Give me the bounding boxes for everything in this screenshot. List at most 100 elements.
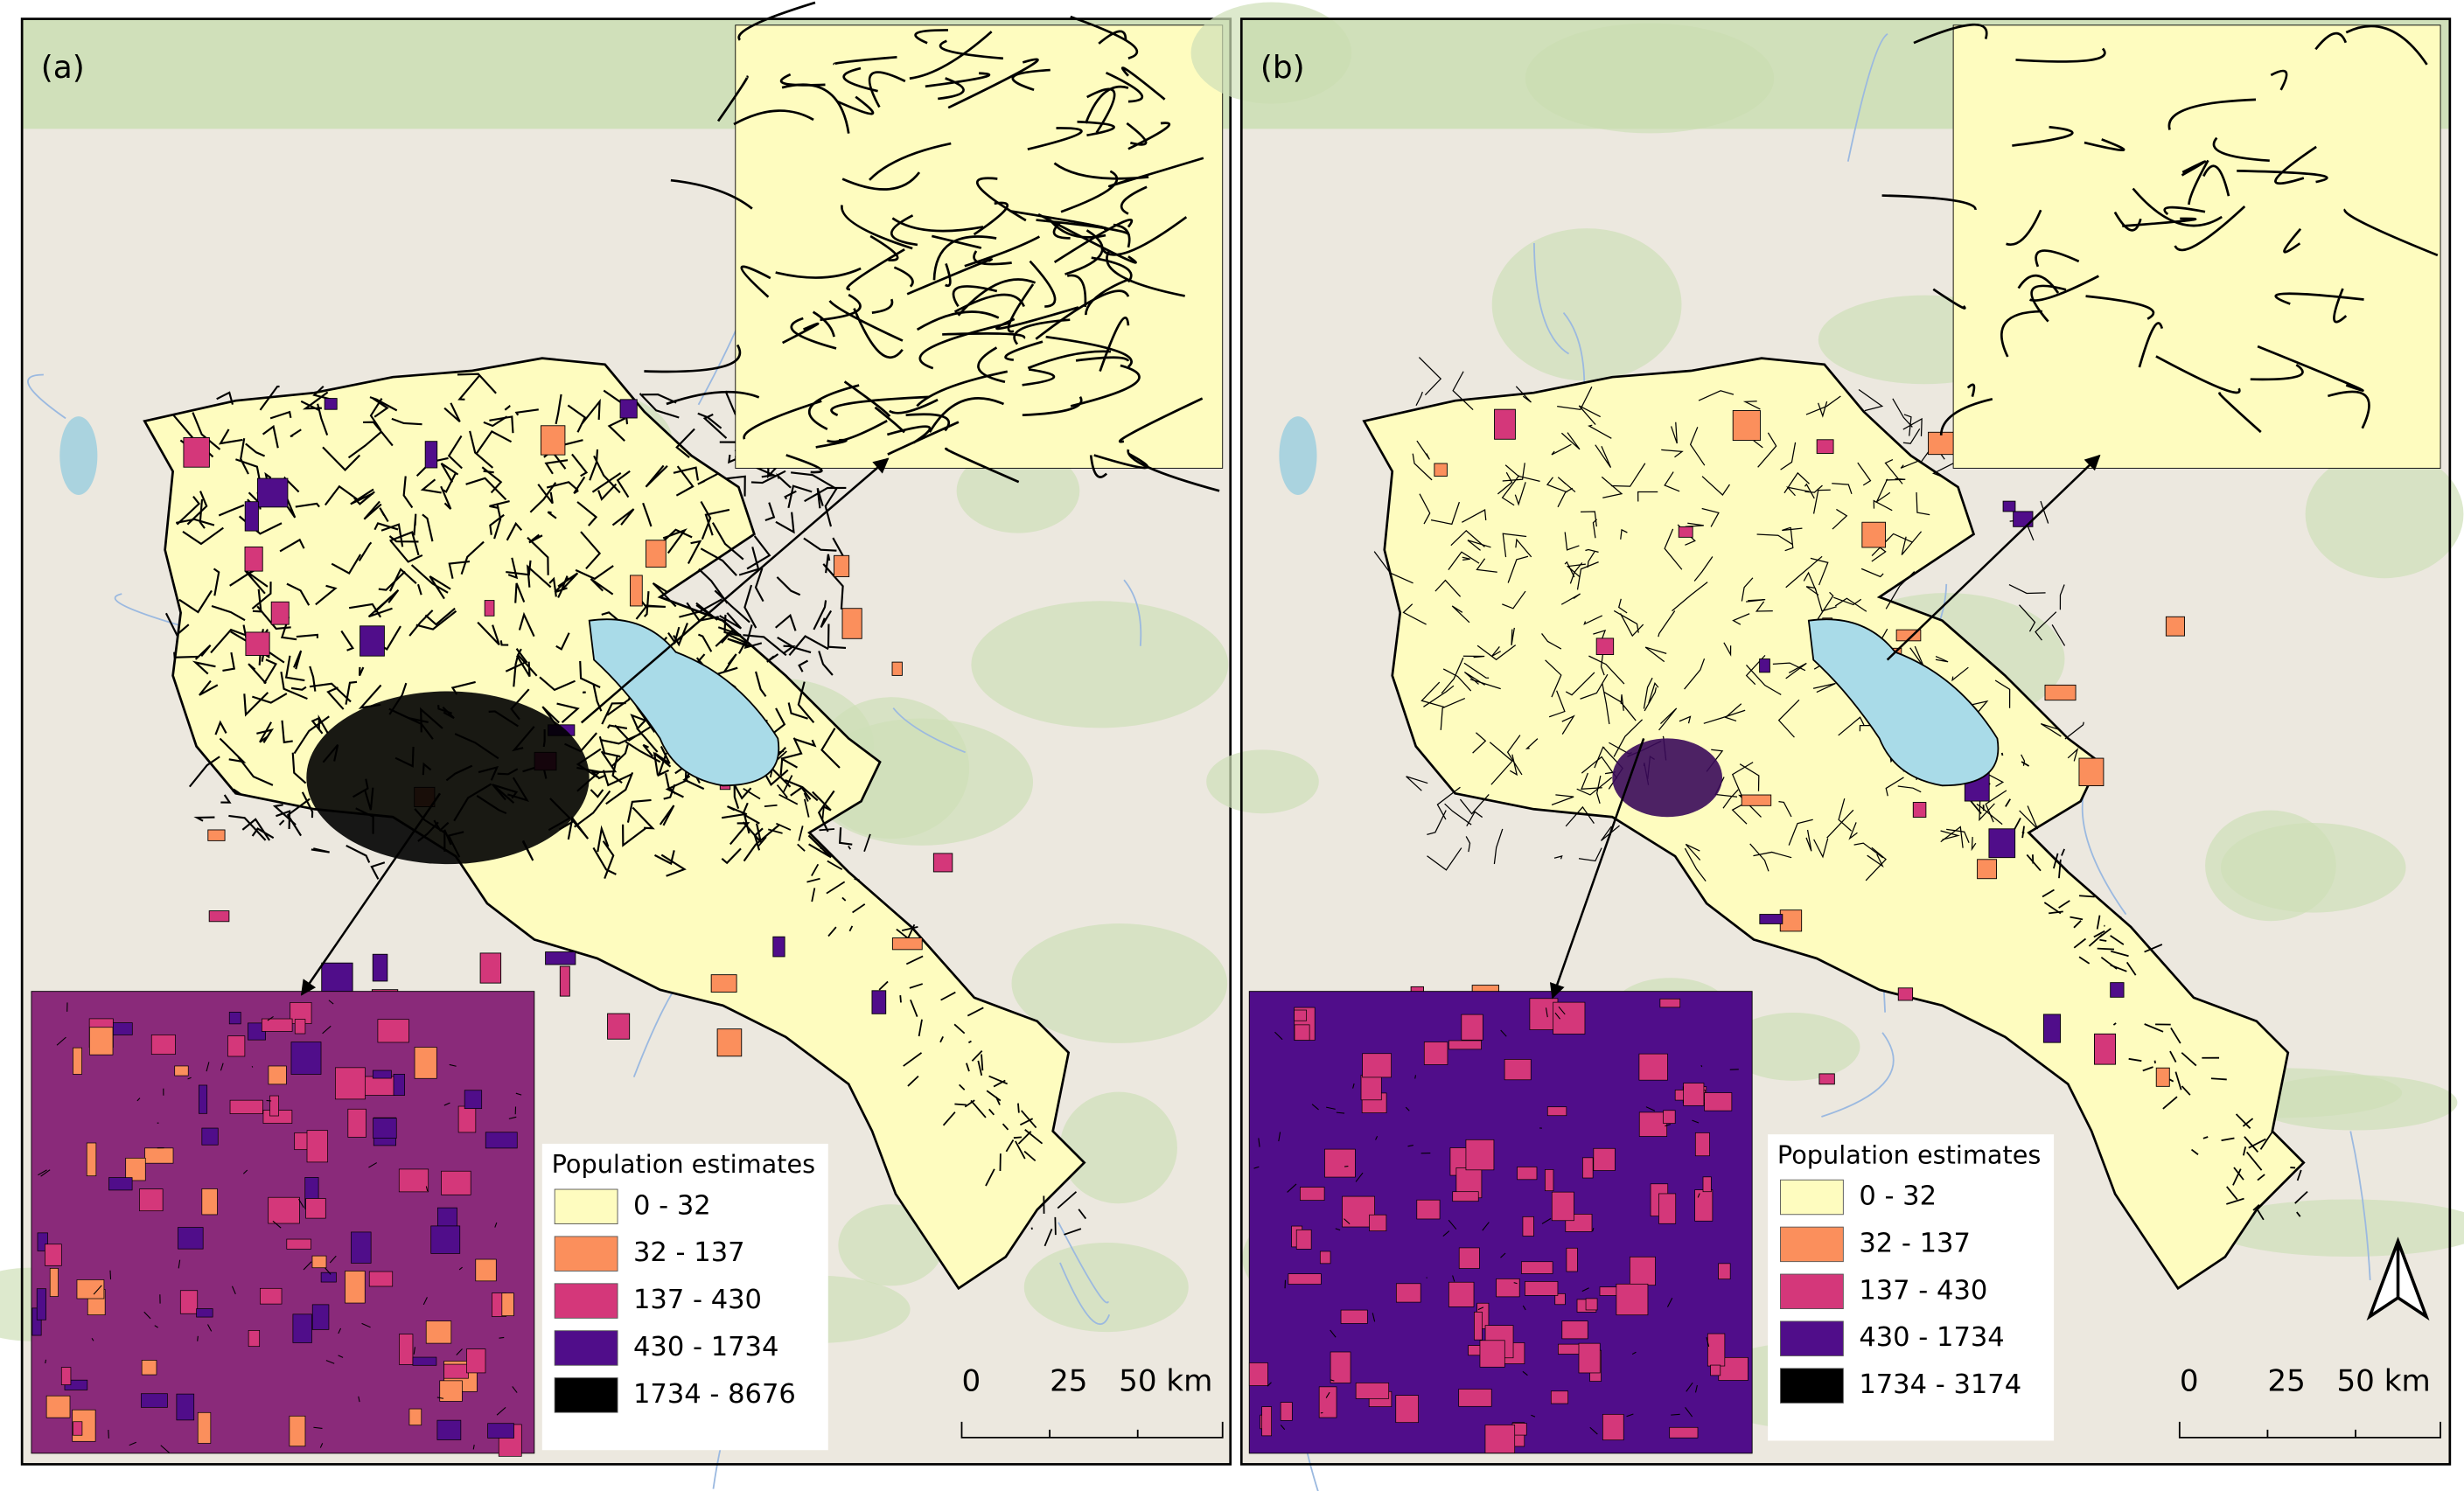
boundary: [1885, 571, 1916, 610]
region: [256, 477, 289, 508]
boundary: [527, 536, 549, 575]
boundary: [754, 568, 764, 603]
inset-line: [1085, 85, 1129, 124]
scale-label: 25: [2267, 1364, 2305, 1399]
inset-line: [1086, 87, 1116, 134]
boundary: [1430, 501, 1460, 526]
inset-line: [1666, 1298, 1673, 1307]
boundary: [641, 394, 677, 404]
boundary: [1466, 811, 1483, 827]
boundary: [841, 896, 847, 902]
inset-cell: [306, 1130, 328, 1163]
boundary: [1871, 533, 1913, 556]
inset-cell: [1360, 1075, 1382, 1101]
boundary: [1643, 677, 1653, 709]
inset-line: [947, 58, 1039, 109]
boundary: [219, 737, 247, 763]
inset-cell: [1395, 1283, 1421, 1303]
inset-line: [1011, 68, 1051, 92]
boundary: [776, 784, 788, 798]
boundary: [1698, 390, 1735, 401]
boundary: [2226, 1197, 2244, 1205]
inset-line: [2015, 47, 2106, 63]
inset-cell: [1294, 1024, 1310, 1041]
inset-line: [932, 235, 997, 281]
boundary: [632, 806, 655, 830]
boundary: [784, 490, 797, 500]
boundary: [263, 658, 277, 685]
inset-line: [1500, 1029, 1507, 1037]
boundary: [1757, 432, 1777, 468]
inset-line: [1686, 1382, 1693, 1392]
region: [710, 974, 737, 993]
boundary: [557, 575, 569, 598]
inset-line: [945, 447, 1020, 484]
region: [359, 625, 385, 657]
boundary: [2058, 859, 2062, 879]
inset-line: [2274, 145, 2317, 185]
boundary: [1017, 1103, 1020, 1113]
boundary: [714, 589, 750, 624]
region: [1988, 828, 2016, 859]
inset-cell: [73, 1421, 83, 1436]
boundary: [653, 850, 675, 866]
river: [27, 373, 66, 420]
boundary: [820, 610, 833, 628]
inset-cell: [294, 1019, 306, 1035]
river: [2349, 1131, 2371, 1280]
inset-line: [1522, 1305, 1526, 1311]
inset-cell: [393, 1074, 405, 1096]
boundary: [702, 413, 728, 439]
inset-cell: [425, 1320, 452, 1344]
boundary: [2248, 1138, 2266, 1149]
boundary: [778, 793, 799, 805]
inset-line: [1035, 289, 1130, 340]
inset-cell: [174, 1065, 189, 1076]
inset-cell: [1423, 1042, 1448, 1065]
boundary: [429, 575, 451, 600]
inset-line: [1108, 157, 1204, 188]
inset-line: [449, 1063, 457, 1067]
inset-line: [1075, 356, 1130, 362]
boundary: [721, 847, 742, 865]
inset-cell: [1416, 1199, 1441, 1220]
boundary: [2049, 910, 2063, 915]
inset-line: [56, 1036, 66, 1046]
boundary: [477, 621, 500, 646]
boundary: [311, 847, 330, 853]
inset-line: [109, 1270, 112, 1280]
region: [479, 952, 502, 984]
inset-cell: [1484, 1425, 1516, 1453]
inset-line: [2012, 125, 2074, 147]
boundary: [2296, 1211, 2301, 1217]
inset-cell: [248, 1329, 261, 1348]
region: [424, 441, 438, 469]
boundary: [1019, 1118, 1034, 1126]
boundary: [211, 604, 246, 622]
boundary: [567, 404, 587, 433]
boundary: [1804, 483, 1815, 499]
inset-line: [1589, 1426, 1598, 1435]
boundary: [2242, 1118, 2254, 1127]
inset-line: [1089, 455, 1108, 478]
boundary: [408, 610, 434, 637]
boundary: [1818, 401, 1828, 418]
boundary: [682, 775, 705, 791]
boundary: [2245, 1151, 2263, 1171]
inset-line: [2343, 208, 2439, 257]
inset-line: [2212, 136, 2270, 163]
inset-cell: [475, 1258, 497, 1282]
boundary: [1661, 449, 1684, 458]
inset-cell: [1658, 1193, 1677, 1224]
legend-label: 0 - 32: [633, 1190, 711, 1221]
boundary: [248, 663, 267, 685]
boundary: [555, 394, 562, 425]
boundary: [1578, 847, 1602, 862]
region: [619, 399, 638, 419]
boundary: [2257, 1209, 2265, 1221]
inset-line: [1694, 1384, 1698, 1393]
boundary: [776, 822, 792, 831]
inset-cell: [347, 1108, 366, 1138]
boundary: [1739, 763, 1760, 791]
boundary: [1501, 475, 1520, 506]
